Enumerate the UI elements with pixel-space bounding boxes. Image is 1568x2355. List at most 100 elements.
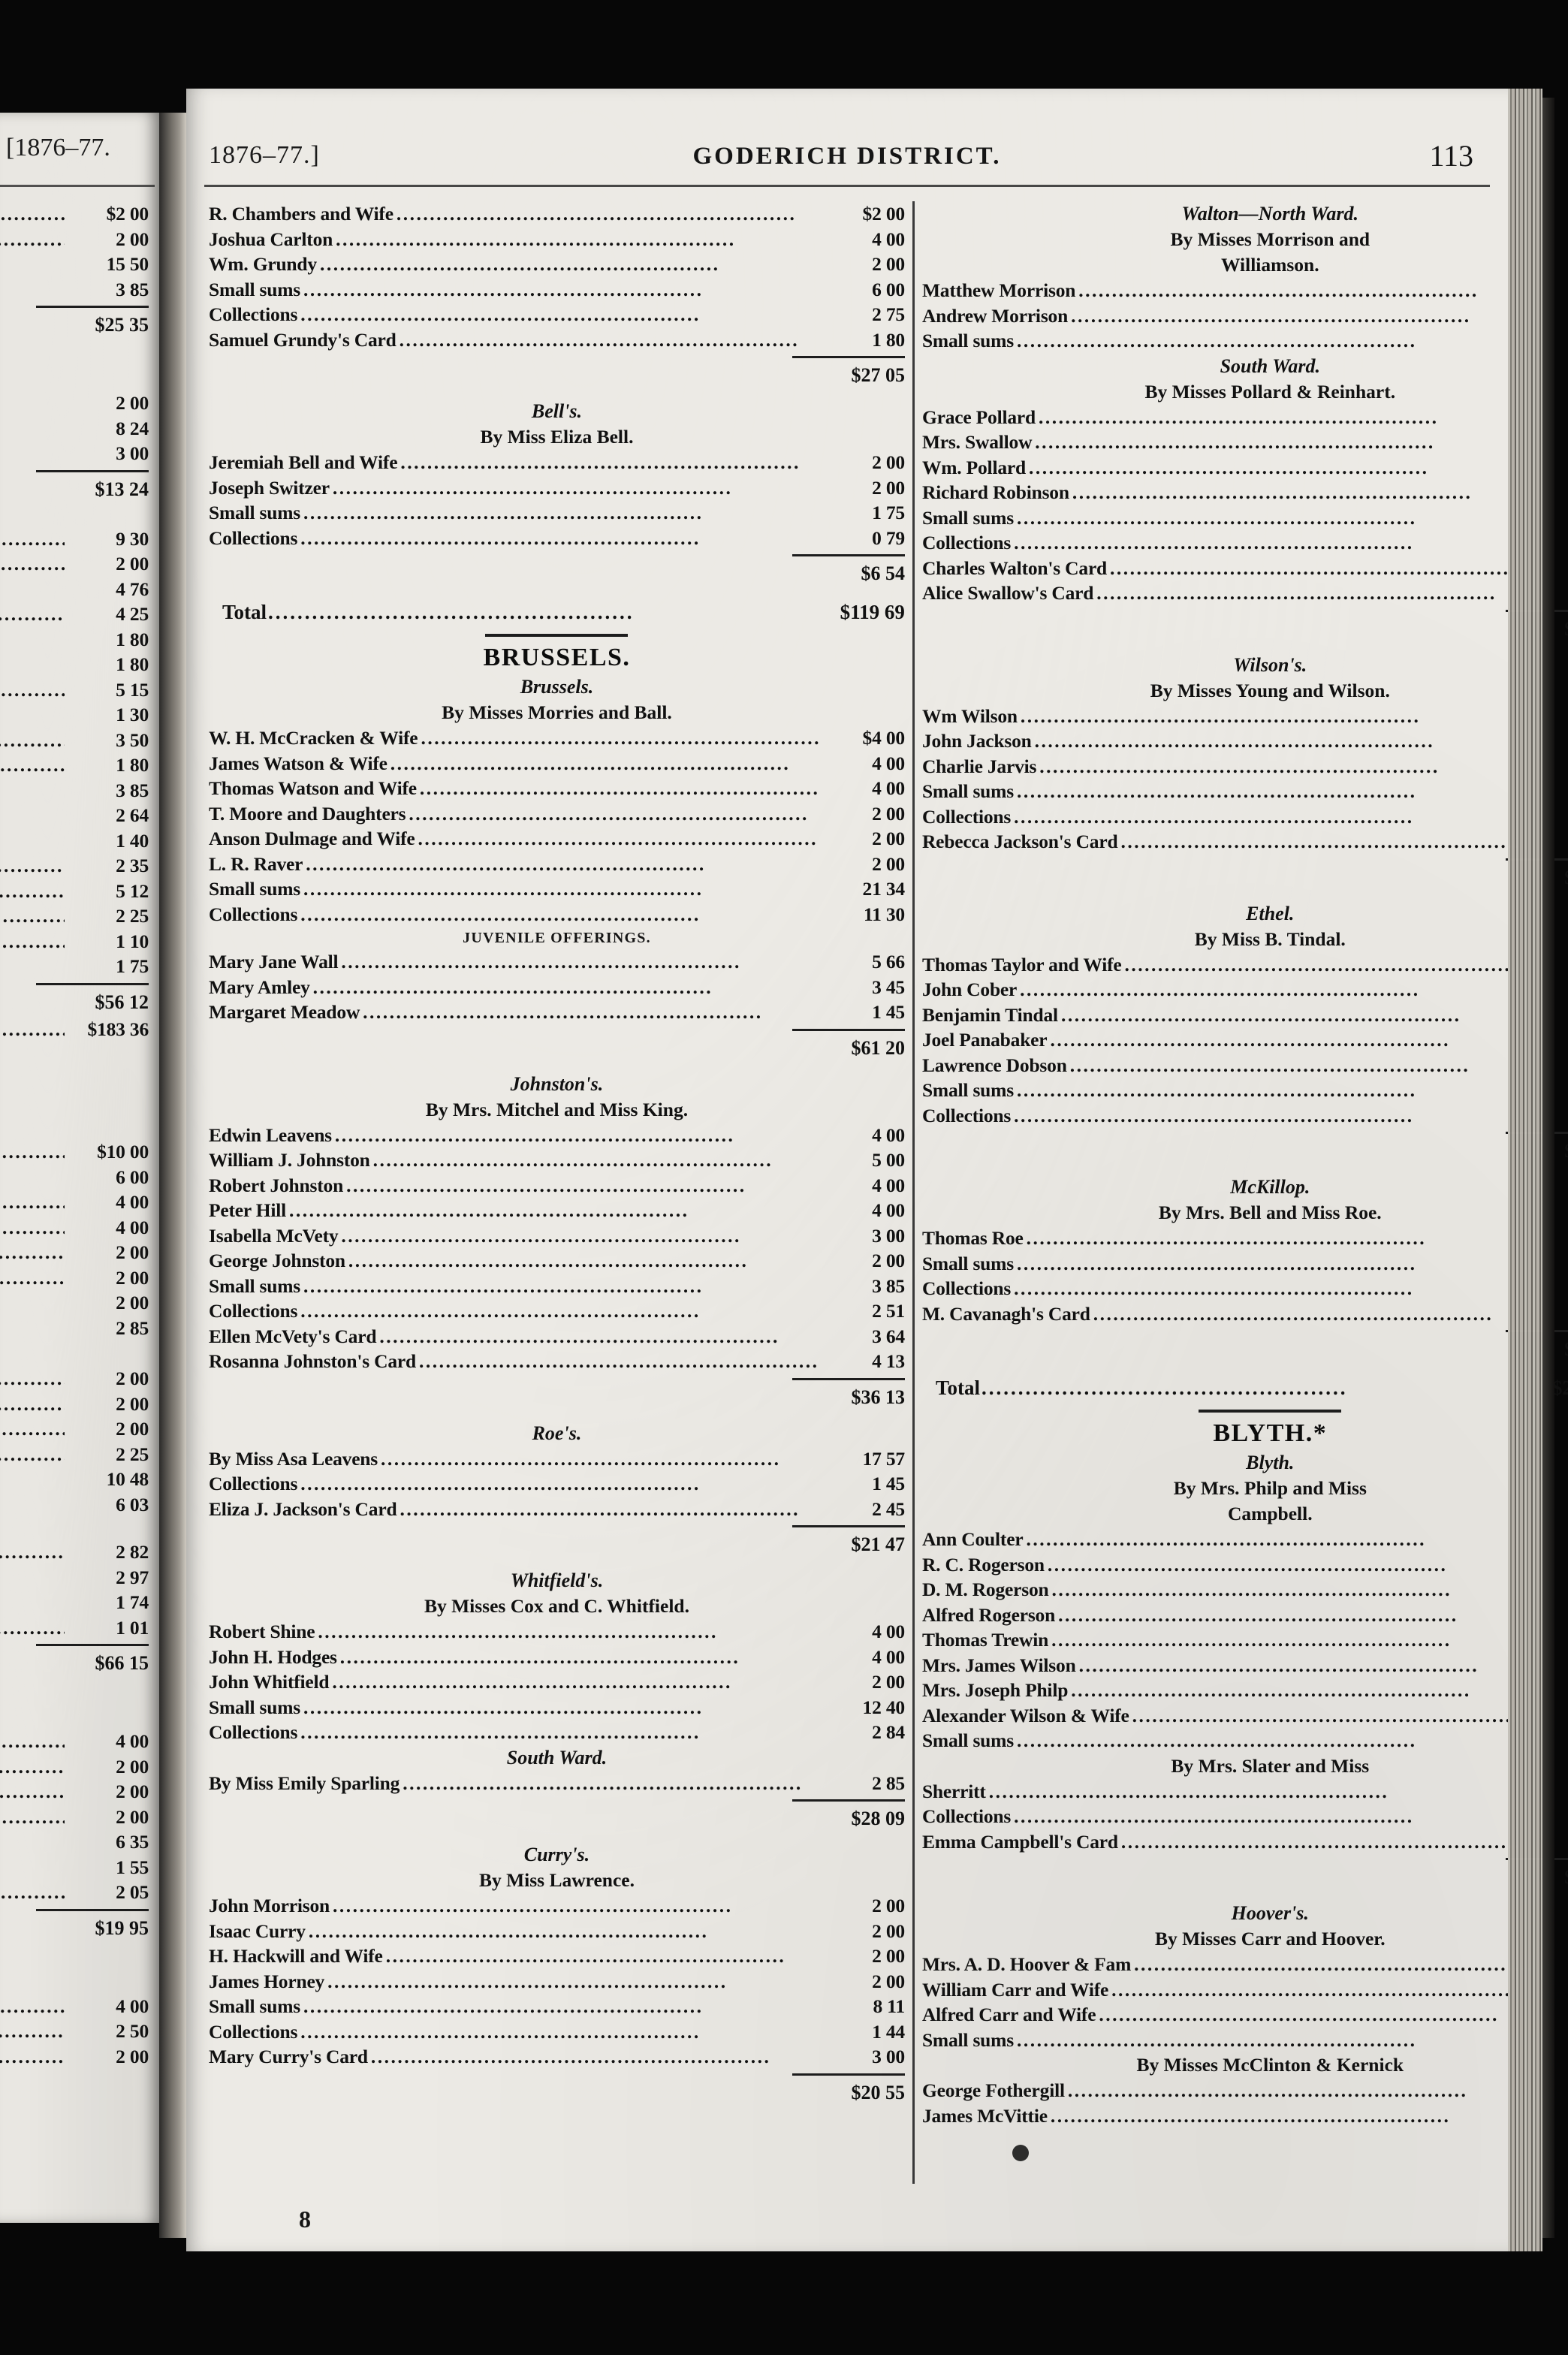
section-total-row: Total...................................…: [922, 1373, 1568, 1403]
leader-dots: ........................................…: [1051, 1579, 1452, 1600]
entry-amount: 9 30: [116, 527, 149, 550]
leader-dots: ........................................…: [332, 1671, 732, 1693]
entry-amount: 2 05: [116, 1881, 149, 1903]
entry-amount: 3 85: [116, 278, 149, 300]
total-label: Total: [935, 1377, 980, 1399]
entry-row: William Carr and Wife...................…: [922, 1977, 1568, 2003]
entry-row: W. H. McCracken & Wife..................…: [209, 725, 905, 751]
entry-row: ........................................…: [0, 1492, 149, 1518]
entry-row: George Johnston.........................…: [209, 1248, 905, 1274]
entry-amount: $2 00: [862, 203, 906, 225]
entry-name: Lawrence Dobson: [921, 1054, 1067, 1076]
subtotal-rule: [36, 1908, 149, 1911]
leader-dots: ........................................…: [1120, 831, 1521, 852]
subtotal-rule: [36, 469, 149, 472]
leader-dots: ........................................…: [0, 228, 65, 250]
entry-row: R. Chambers and Wife....................…: [209, 201, 905, 227]
leader-dots: ........................................…: [318, 1621, 718, 1642]
entry-row: Collections.............................…: [209, 902, 905, 927]
leader-dots: ........................................…: [1014, 1104, 1414, 1126]
spacer: [922, 1892, 1568, 1901]
subtotal-amount: $36 13: [851, 1386, 905, 1408]
entry-row: Mrs. Joseph Philp.......................…: [922, 1678, 1568, 1703]
entry-row: ........................................…: [0, 441, 149, 466]
spacer: [922, 892, 1568, 901]
entry-amount: 6 03: [116, 1493, 149, 1515]
appointment-heading: South Ward.: [1220, 354, 1321, 377]
entry-name: By Miss Emily Sparling: [209, 1772, 400, 1794]
entry-row: low.....................................…: [0, 1442, 149, 1467]
entry-amount: 4 25: [116, 603, 149, 625]
three-column-body: R. Chambers and Wife....................…: [201, 201, 1568, 2184]
entry-row: John Cober..............................…: [922, 977, 1568, 1003]
entry-row: ........................................…: [0, 1290, 149, 1316]
leader-dots: ........................................…: [0, 203, 65, 225]
leader-dots: ........................................…: [1016, 1252, 1417, 1274]
leader-dots: ........................................…: [1078, 279, 1479, 301]
entry-name: Peter Hill: [209, 1199, 287, 1221]
entry-row: s.......................................…: [0, 903, 149, 929]
collector-line: By Mrs. Bell and Miss Roe.: [1158, 1202, 1382, 1223]
entry-name: Robert Shine: [209, 1621, 315, 1642]
entry-row: Matthew Morrison........................…: [922, 278, 1568, 303]
entry-name: Collections: [209, 526, 298, 549]
entry-name: Collections: [209, 1721, 298, 1743]
entry-row: Wm Wilson...............................…: [922, 704, 1568, 729]
entry-name: James McVittie: [921, 2104, 1048, 2127]
entry-name: Small sums: [209, 878, 300, 900]
leader-dots: ........................................…: [339, 1645, 740, 1668]
entry-row: Isaac Curry.............................…: [209, 1919, 905, 1944]
subtotal-rule: [792, 1377, 905, 1380]
leader-dots: ........................................…: [390, 752, 791, 774]
subtotal-amount: $21 47: [851, 1533, 905, 1555]
entry-amount: 2 64: [116, 804, 149, 826]
entry-amount: 1 44: [872, 2020, 905, 2043]
entry-name: Mary Amley: [209, 975, 310, 998]
entry-name: Small sums: [209, 1274, 300, 1297]
entry-row: ........................................…: [0, 803, 149, 828]
entry-row: ........................................…: [0, 702, 149, 728]
entry-name: Small sums: [209, 278, 300, 300]
entry-amount: 1 80: [116, 653, 149, 675]
entry-name: Richard Robinson: [921, 481, 1069, 503]
leader-dots: ........................................…: [370, 2046, 771, 2067]
entry-amount: 4 00: [116, 1995, 149, 2017]
entry-name: Grace Pollard: [921, 406, 1036, 428]
entry-amount: 2 00: [116, 1805, 149, 1828]
entry-row: Grace Pollard...........................…: [922, 405, 1568, 430]
entry-row: Collections.............................…: [209, 1720, 905, 1745]
leader-dots: ........................................…: [268, 601, 635, 623]
entry-row: Isabella McVety.........................…: [209, 1223, 905, 1249]
entry-name: Collections: [209, 2020, 298, 2043]
entry-row: Small sums..............................…: [922, 2028, 1568, 2053]
ink-smudge: [1012, 2145, 1029, 2161]
entry-amount: $2 00: [106, 203, 149, 225]
entry-amount: 4 00: [116, 1191, 149, 1213]
appointment-heading: Johnston's.: [510, 1072, 604, 1095]
leader-dots: ........................................…: [1111, 1978, 1512, 2001]
entry-amount: 2 25: [116, 905, 149, 927]
entry-row: Small sums..............................…: [209, 1274, 905, 1299]
circuit-heading: BLYTH.*: [1213, 1419, 1328, 1447]
collector-line: By Mrs. Slater and Miss: [1171, 1754, 1370, 1777]
subtotal-amount: $24 31: [1537, 864, 1568, 892]
main-page: 1876–77.] GODERICH DISTRICT. 113 R. Cham…: [186, 89, 1568, 2251]
entry-name: Wm Wilson: [921, 704, 1018, 727]
collector-line: By Misses Morries and Ball.: [442, 701, 672, 723]
entry-amount: 2 00: [872, 802, 905, 825]
entry-row: n and Wife..............................…: [0, 1366, 149, 1392]
leader-dots: ........................................…: [1016, 330, 1417, 351]
entry-row: ompson..................................…: [0, 1240, 149, 1265]
entry-amount: 3 85: [116, 779, 149, 801]
head-rule: [204, 185, 1490, 187]
appointment-heading: River.: [0, 339, 149, 365]
subtotal-row: $19 95: [0, 1914, 149, 1943]
entry-amount: 1 45: [872, 1473, 905, 1494]
leader-dots: ........................................…: [1014, 1277, 1414, 1299]
entry-row: By Miss Asa Leavens.....................…: [209, 1446, 905, 1472]
leader-dots: ........................................…: [1050, 1029, 1450, 1051]
entry-row: Ann Coulter.............................…: [922, 1527, 1568, 1552]
entry-row: ........................................…: [0, 1590, 149, 1615]
entry-amount: 1 30: [116, 704, 149, 725]
leader-dots: ........................................…: [400, 1497, 800, 1520]
